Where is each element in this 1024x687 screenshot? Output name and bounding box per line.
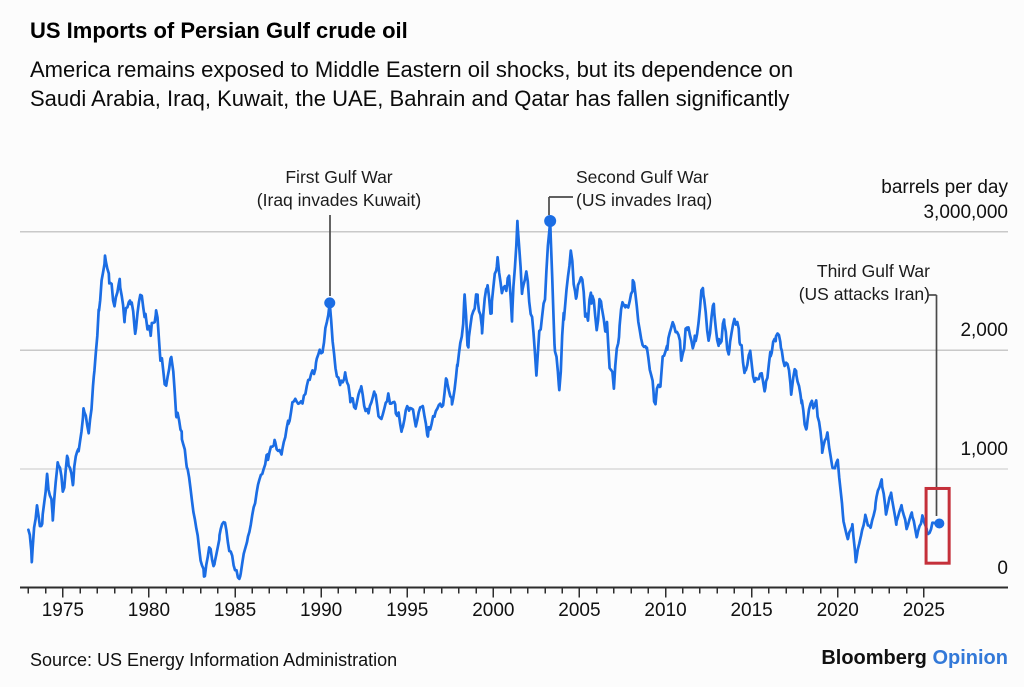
page-title: US Imports of Persian Gulf crude oil bbox=[30, 18, 408, 43]
brand-bloomberg: Bloomberg bbox=[821, 647, 927, 669]
event-dot bbox=[324, 297, 336, 309]
source-note: Source: US Energy Information Administra… bbox=[30, 650, 398, 670]
event-dot bbox=[934, 518, 945, 529]
chart-subtitle: America remains exposed to Middle Easter… bbox=[30, 55, 793, 113]
subtitle-line-1: America remains exposed to Middle Easter… bbox=[30, 57, 794, 82]
data-line bbox=[27, 219, 941, 581]
subtitle-line-2: Saudi Arabia, Iraq, Kuwait, the UAE, Bah… bbox=[30, 86, 790, 111]
brand-logo: Bloomberg Opinion bbox=[821, 647, 1008, 670]
event-dot bbox=[544, 215, 557, 228]
brand-opinion: Opinion bbox=[932, 647, 1008, 669]
highlight-box bbox=[924, 486, 951, 565]
